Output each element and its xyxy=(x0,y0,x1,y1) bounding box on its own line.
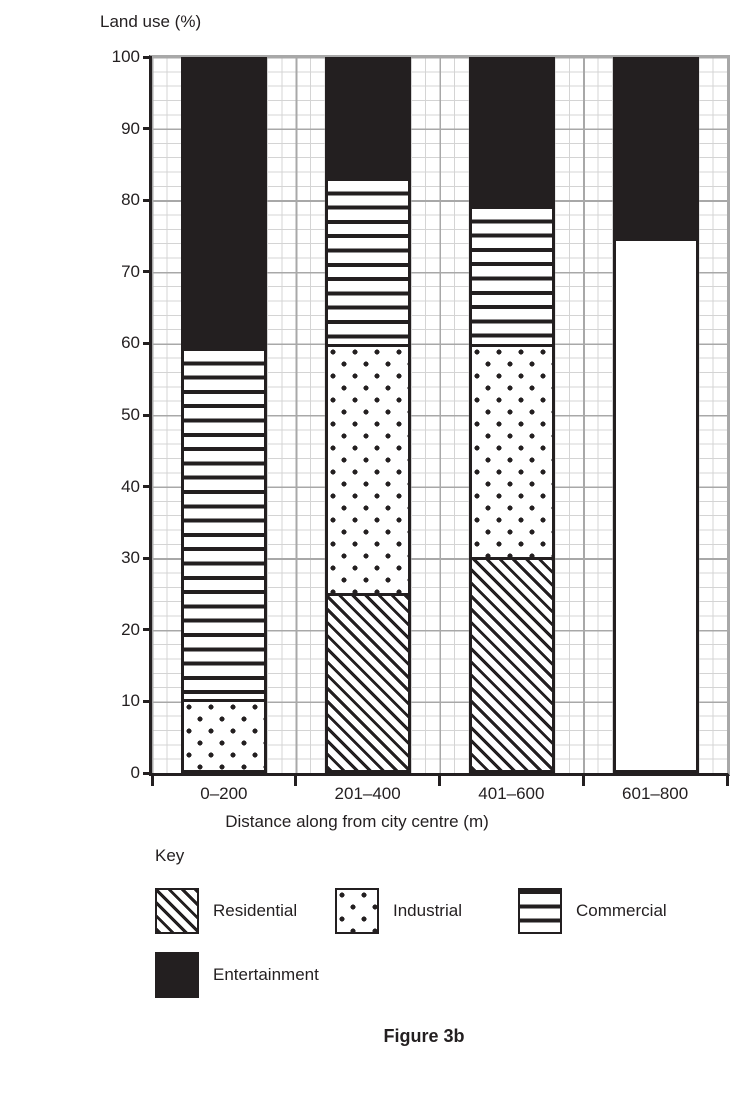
chart-title: Land use (%) xyxy=(100,12,202,31)
y-tick-mark xyxy=(143,771,152,775)
y-tick-mark xyxy=(143,270,152,274)
y-tick-label: 70 xyxy=(121,261,140,281)
y-tick-mark xyxy=(143,341,152,345)
y-tick-label: 60 xyxy=(121,333,140,353)
legend-key-label: Key xyxy=(155,846,185,865)
bar-segment-unshaded xyxy=(616,237,696,770)
legend-item-industrial: Industrial xyxy=(335,888,462,934)
y-tick-label: 50 xyxy=(121,405,140,424)
x-category-label: 0–200 xyxy=(200,784,248,803)
y-tick-mark xyxy=(143,55,152,59)
y-tick-label: 20 xyxy=(121,619,140,639)
stacked-bar-201–400 xyxy=(325,57,411,773)
y-tick-label: 40 xyxy=(121,476,140,496)
x-axis-title: Distance along from city centre (m) xyxy=(225,812,489,831)
legend-label: Residential xyxy=(213,901,298,920)
stacked-bar-601–800 xyxy=(613,57,699,773)
bar-segment-entertainment xyxy=(184,60,264,344)
y-tick-mark xyxy=(143,556,152,560)
stacked-bar-0–200 xyxy=(181,57,267,773)
legend-label: Commercial xyxy=(576,901,667,920)
legend-swatch-entertainment xyxy=(155,952,199,998)
plot-area xyxy=(149,55,730,776)
bar-segment-entertainment xyxy=(328,60,408,174)
x-category-label: 601–800 xyxy=(622,784,689,803)
y-tick-label: 10 xyxy=(121,691,140,711)
y-tick-label: 90 xyxy=(121,118,140,138)
bar-segment-commercial xyxy=(184,344,264,699)
y-tick-mark xyxy=(143,485,152,489)
y-tick-label: 30 xyxy=(121,548,140,568)
y-tick-label: 80 xyxy=(121,190,140,210)
legend-item-entertainment: Entertainment xyxy=(155,952,319,998)
x-tick-mark xyxy=(581,774,585,786)
y-tick-mark xyxy=(143,198,152,202)
x-tick-mark xyxy=(725,774,729,786)
bar-segment-residential xyxy=(472,557,552,770)
y-tick-label: 100 xyxy=(111,47,140,66)
bar-segment-residential xyxy=(328,592,408,770)
bar-segment-commercial xyxy=(472,202,552,344)
y-tick-mark xyxy=(143,127,152,131)
x-tick-mark xyxy=(438,774,441,786)
legend-swatch-industrial xyxy=(335,888,379,934)
y-tick-mark xyxy=(143,628,152,632)
x-category-label: 201–400 xyxy=(334,784,401,803)
stacked-bar-401–600 xyxy=(469,57,555,773)
legend-item-residential: Residential xyxy=(155,888,297,934)
bar-segment-entertainment xyxy=(616,60,696,238)
y-tick-mark xyxy=(143,413,152,417)
legend-label: Entertainment xyxy=(213,965,319,984)
bar-segment-commercial xyxy=(328,173,408,344)
figure-caption: Figure 3b xyxy=(383,1026,465,1046)
y-tick-label: 0 xyxy=(130,763,140,782)
bar-segment-industrial xyxy=(328,344,408,593)
legend-item-commercial: Commercial xyxy=(518,888,667,934)
x-tick-mark xyxy=(150,774,154,786)
bar-segment-industrial xyxy=(184,699,264,770)
legend-swatch-commercial xyxy=(518,888,562,934)
y-tick-mark xyxy=(143,699,152,703)
x-tick-mark xyxy=(294,774,298,786)
legend-swatch-residential xyxy=(155,888,199,934)
bar-segment-entertainment xyxy=(472,60,552,202)
legend-label: Industrial xyxy=(393,901,462,920)
x-category-label: 401–600 xyxy=(478,784,545,803)
bar-segment-industrial xyxy=(472,344,552,557)
